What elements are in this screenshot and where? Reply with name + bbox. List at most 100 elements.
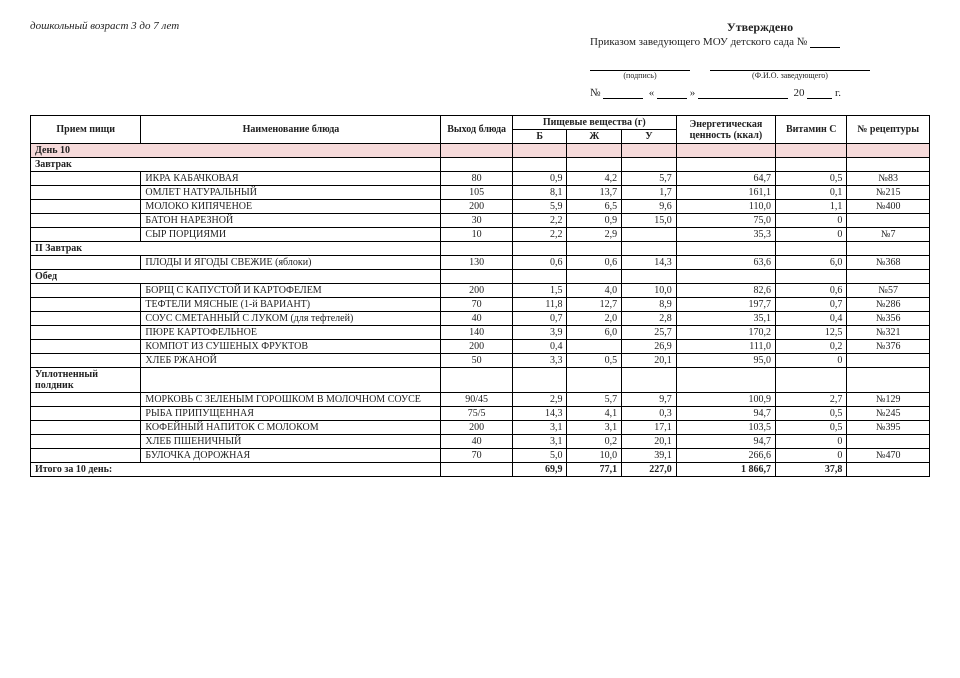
recipe-cell: [847, 435, 930, 449]
age-note: дошкольный возраст 3 до 7 лет: [30, 20, 179, 32]
yield-cell: 200: [441, 421, 512, 435]
u-cell: [622, 228, 677, 242]
yield-cell: 200: [441, 200, 512, 214]
recipe-cell: №83: [847, 172, 930, 186]
approval-block: Утверждено Приказом заведующего МОУ детс…: [590, 20, 930, 99]
table-row: СОУС СМЕТАННЫЙ С ЛУКОМ (для тефтелей)400…: [31, 312, 930, 326]
table-row: ХЛЕБ РЖАНОЙ503,30,520,195,00: [31, 354, 930, 368]
recipe-cell: №470: [847, 449, 930, 463]
energy-cell: 197,7: [676, 298, 775, 312]
b-cell: 0,7: [512, 312, 567, 326]
section-label: День 10: [31, 144, 441, 158]
zh-cell: 3,1: [567, 421, 622, 435]
zh-cell: 0,6: [567, 256, 622, 270]
energy-cell: 63,6: [676, 256, 775, 270]
dish-cell: ПЮРЕ КАРТОФЕЛЬНОЕ: [141, 326, 441, 340]
meal-cell: [31, 228, 141, 242]
meal-cell: [31, 393, 141, 407]
yield-cell: 140: [441, 326, 512, 340]
col-vitc: Витамин С: [776, 116, 847, 144]
zh-cell: 6,5: [567, 200, 622, 214]
energy-cell: 103,5: [676, 421, 775, 435]
dish-cell: БАТОН НАРЕЗНОЙ: [141, 214, 441, 228]
zh-cell: 4,1: [567, 407, 622, 421]
vitc-cell: 0: [776, 228, 847, 242]
dish-cell: СОУС СМЕТАННЫЙ С ЛУКОМ (для тефтелей): [141, 312, 441, 326]
dish-cell: ПЛОДЫ И ЯГОДЫ СВЕЖИЕ (яблоки): [141, 256, 441, 270]
b-cell: 5,9: [512, 200, 567, 214]
b-cell: 3,9: [512, 326, 567, 340]
meal-cell: [31, 214, 141, 228]
energy-cell: 35,3: [676, 228, 775, 242]
order-number-blank: [810, 35, 840, 48]
recipe-cell: [847, 354, 930, 368]
u-cell: 25,7: [622, 326, 677, 340]
meal-cell: [31, 284, 141, 298]
signature-row: (подпись) (Ф.И.О. заведующего): [590, 58, 930, 80]
signature-cell: (подпись): [590, 58, 690, 80]
yield-cell: 200: [441, 284, 512, 298]
table-row: БОРЩ С КАПУСТОЙ И КАРТОФЕЛЕМ2001,54,010,…: [31, 284, 930, 298]
col-recipe: № рецептуры: [847, 116, 930, 144]
b-cell: 3,1: [512, 435, 567, 449]
col-u: У: [622, 130, 677, 144]
approved-label: Утверждено: [590, 20, 930, 35]
yield-cell: 90/45: [441, 393, 512, 407]
u-cell: 15,0: [622, 214, 677, 228]
fio-cell: (Ф.И.О. заведующего): [710, 58, 870, 80]
u-cell: 26,9: [622, 340, 677, 354]
total-c: 37,8: [776, 463, 847, 477]
vitc-cell: 0: [776, 354, 847, 368]
recipe-cell: №376: [847, 340, 930, 354]
total-e: 1 866,7: [676, 463, 775, 477]
dish-cell: ИКРА КАБАЧКОВАЯ: [141, 172, 441, 186]
zh-cell: 12,7: [567, 298, 622, 312]
date-line: № « » 20 г.: [590, 86, 930, 99]
zh-cell: 2,0: [567, 312, 622, 326]
meal-cell: [31, 421, 141, 435]
energy-cell: 35,1: [676, 312, 775, 326]
vitc-cell: 0,2: [776, 340, 847, 354]
col-nutrients: Пищевые вещества (г): [512, 116, 676, 130]
recipe-cell: №245: [847, 407, 930, 421]
table-row: КОФЕЙНЫЙ НАПИТОК С МОЛОКОМ2003,13,117,11…: [31, 421, 930, 435]
u-cell: 2,8: [622, 312, 677, 326]
zh-cell: 0,9: [567, 214, 622, 228]
energy-cell: 95,0: [676, 354, 775, 368]
recipe-cell: [847, 214, 930, 228]
u-cell: 8,9: [622, 298, 677, 312]
dish-cell: ХЛЕБ ПШЕНИЧНЫЙ: [141, 435, 441, 449]
recipe-cell: №57: [847, 284, 930, 298]
yield-cell: 75/5: [441, 407, 512, 421]
u-cell: 14,3: [622, 256, 677, 270]
col-zh: Ж: [567, 130, 622, 144]
table-row: БАТОН НАРЕЗНОЙ302,20,915,075,00: [31, 214, 930, 228]
energy-cell: 75,0: [676, 214, 775, 228]
yield-cell: 30: [441, 214, 512, 228]
b-cell: 0,6: [512, 256, 567, 270]
b-cell: 1,5: [512, 284, 567, 298]
meal-cell: [31, 256, 141, 270]
recipe-cell: №395: [847, 421, 930, 435]
energy-cell: 111,0: [676, 340, 775, 354]
total-b: 69,9: [512, 463, 567, 477]
zh-cell: 0,5: [567, 354, 622, 368]
energy-cell: 82,6: [676, 284, 775, 298]
vitc-cell: 0: [776, 214, 847, 228]
recipe-cell: №368: [847, 256, 930, 270]
table-row: МОРКОВЬ С ЗЕЛЕНЫМ ГОРОШКОМ В МОЛОЧНОМ СО…: [31, 393, 930, 407]
b-cell: 2,9: [512, 393, 567, 407]
dish-cell: БУЛОЧКА ДОРОЖНАЯ: [141, 449, 441, 463]
yield-cell: 80: [441, 172, 512, 186]
recipe-cell: №286: [847, 298, 930, 312]
dish-cell: БОРЩ С КАПУСТОЙ И КАРТОФЕЛЕМ: [141, 284, 441, 298]
yield-cell: 40: [441, 312, 512, 326]
b-cell: 3,3: [512, 354, 567, 368]
zh-cell: 4,0: [567, 284, 622, 298]
energy-cell: 94,7: [676, 435, 775, 449]
u-cell: 1,7: [622, 186, 677, 200]
order-line: Приказом заведующего МОУ детского сада №: [590, 35, 930, 48]
section-label: Завтрак: [31, 158, 441, 172]
meal-cell: [31, 449, 141, 463]
meal-cell: [31, 200, 141, 214]
